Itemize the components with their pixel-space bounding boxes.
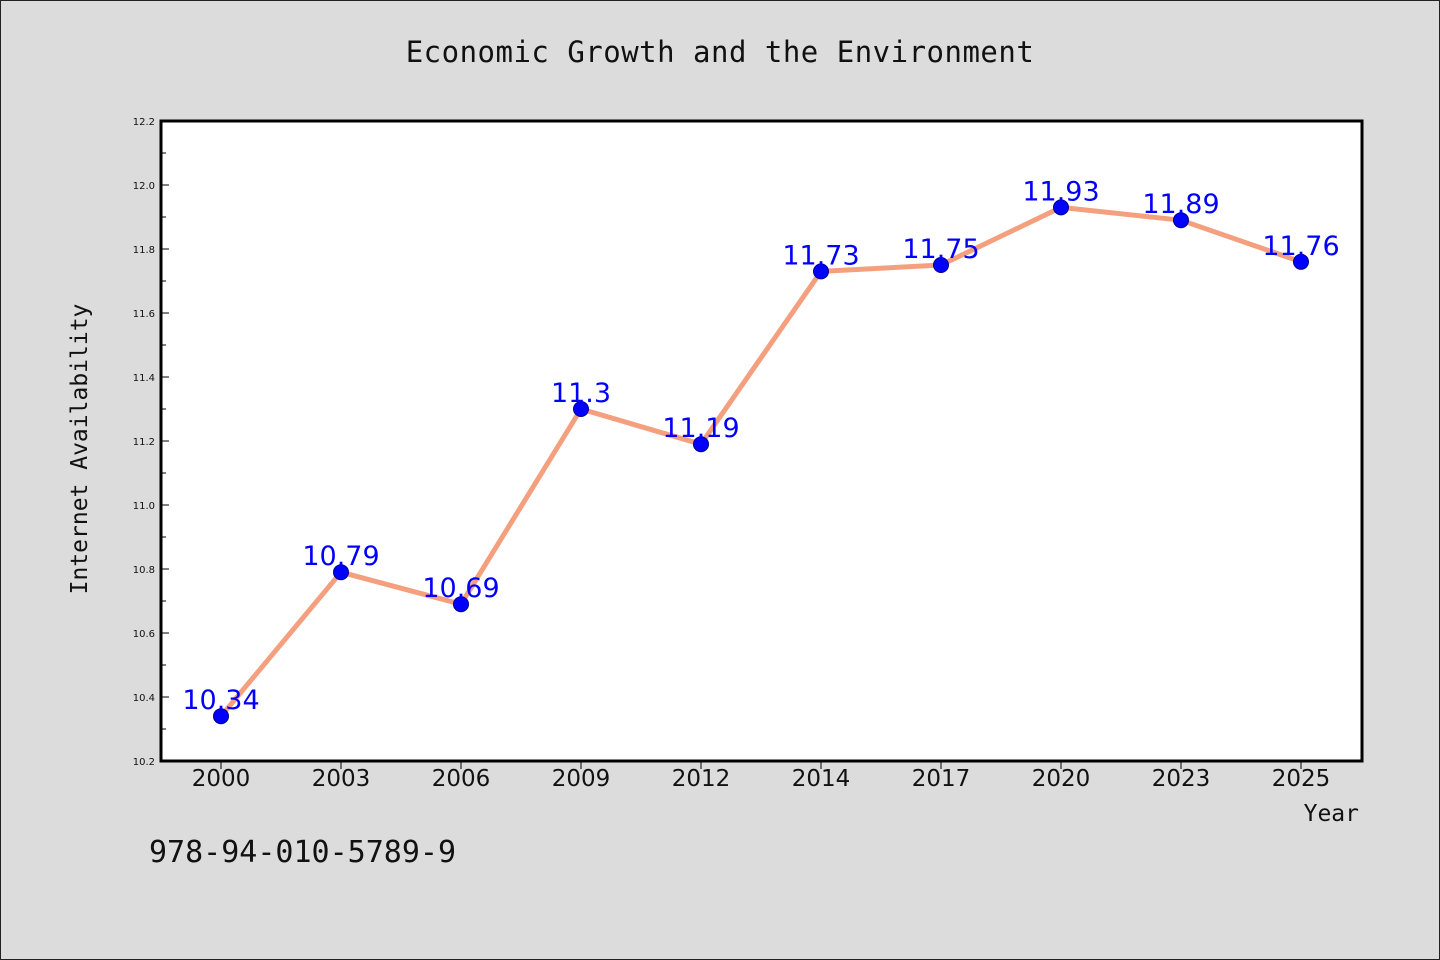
data-point: [453, 596, 469, 613]
y-axis-title: Internet Availability: [67, 304, 93, 595]
data-label: 10.34: [182, 685, 259, 716]
x-tick-label: 2003: [312, 766, 371, 792]
y-tick-label: 10.2: [133, 757, 155, 768]
x-tick-label: 2009: [552, 766, 611, 792]
y-tick-label: 11.2: [133, 437, 155, 448]
y-axis: 10.2 10.4 10.6 10.8 11.0 11.2 11.4 11.6 11.8 12.0…: [133, 117, 169, 768]
data-point: [333, 564, 349, 581]
y-tick-label: 12.0: [133, 181, 155, 192]
y-tick-label: 10.6: [133, 629, 155, 640]
y-tick-label: 12.2: [133, 117, 155, 128]
data-label: 11.73: [782, 240, 859, 271]
x-tick-label: 2012: [672, 766, 731, 792]
x-tick-label: 2023: [1152, 766, 1211, 792]
x-tick-label: 2020: [1032, 766, 1091, 792]
y-tick-label: 10.4: [133, 693, 155, 704]
data-labels: 10.34 10.79 10.69 11.3 11.19 11.73 11.75 11.93 1…: [182, 176, 1339, 716]
data-point: [1293, 253, 1309, 270]
data-label: 11.3: [551, 378, 611, 409]
data-label: 11.19: [662, 413, 739, 444]
x-tick-label: 2017: [912, 766, 971, 792]
y-tick-label: 11.8: [133, 245, 155, 256]
x-tick-label: 2006: [432, 766, 491, 792]
y-tick-label: 11.6: [133, 309, 155, 320]
data-point: [933, 257, 949, 273]
data-point: [693, 436, 709, 453]
data-point: [1173, 212, 1189, 229]
data-point: [1053, 199, 1069, 216]
x-axis: 2000 2003 2006 2009 2012 2014 2017 2020 2023 2025: [192, 761, 1331, 792]
y-tick-label: 10.8: [133, 565, 155, 576]
data-point: [213, 708, 229, 725]
data-label: 11.76: [1262, 231, 1339, 262]
data-label: 10.69: [422, 573, 499, 604]
chart-title: Economic Growth and the Environment: [405, 35, 1035, 69]
plot-area: [159, 119, 1364, 763]
x-tick-label: 2025: [1272, 766, 1331, 792]
data-point: [813, 263, 829, 280]
x-tick-label: 2000: [192, 766, 251, 792]
x-axis-title: Year: [1304, 801, 1359, 827]
data-label: 10.79: [302, 541, 379, 572]
data-label: 11.75: [902, 234, 979, 265]
data-label: 11.89: [1142, 189, 1219, 220]
data-point: [573, 401, 589, 417]
data-label: 11.93: [1022, 176, 1099, 207]
y-tick-label: 11.0: [133, 501, 155, 512]
y-tick-label: 11.4: [133, 373, 155, 384]
x-tick-label: 2014: [792, 766, 851, 792]
data-markers: [213, 199, 1309, 725]
series-line: [219, 204, 1302, 718]
isbn-text: 978-94-010-5789-9: [149, 835, 457, 870]
